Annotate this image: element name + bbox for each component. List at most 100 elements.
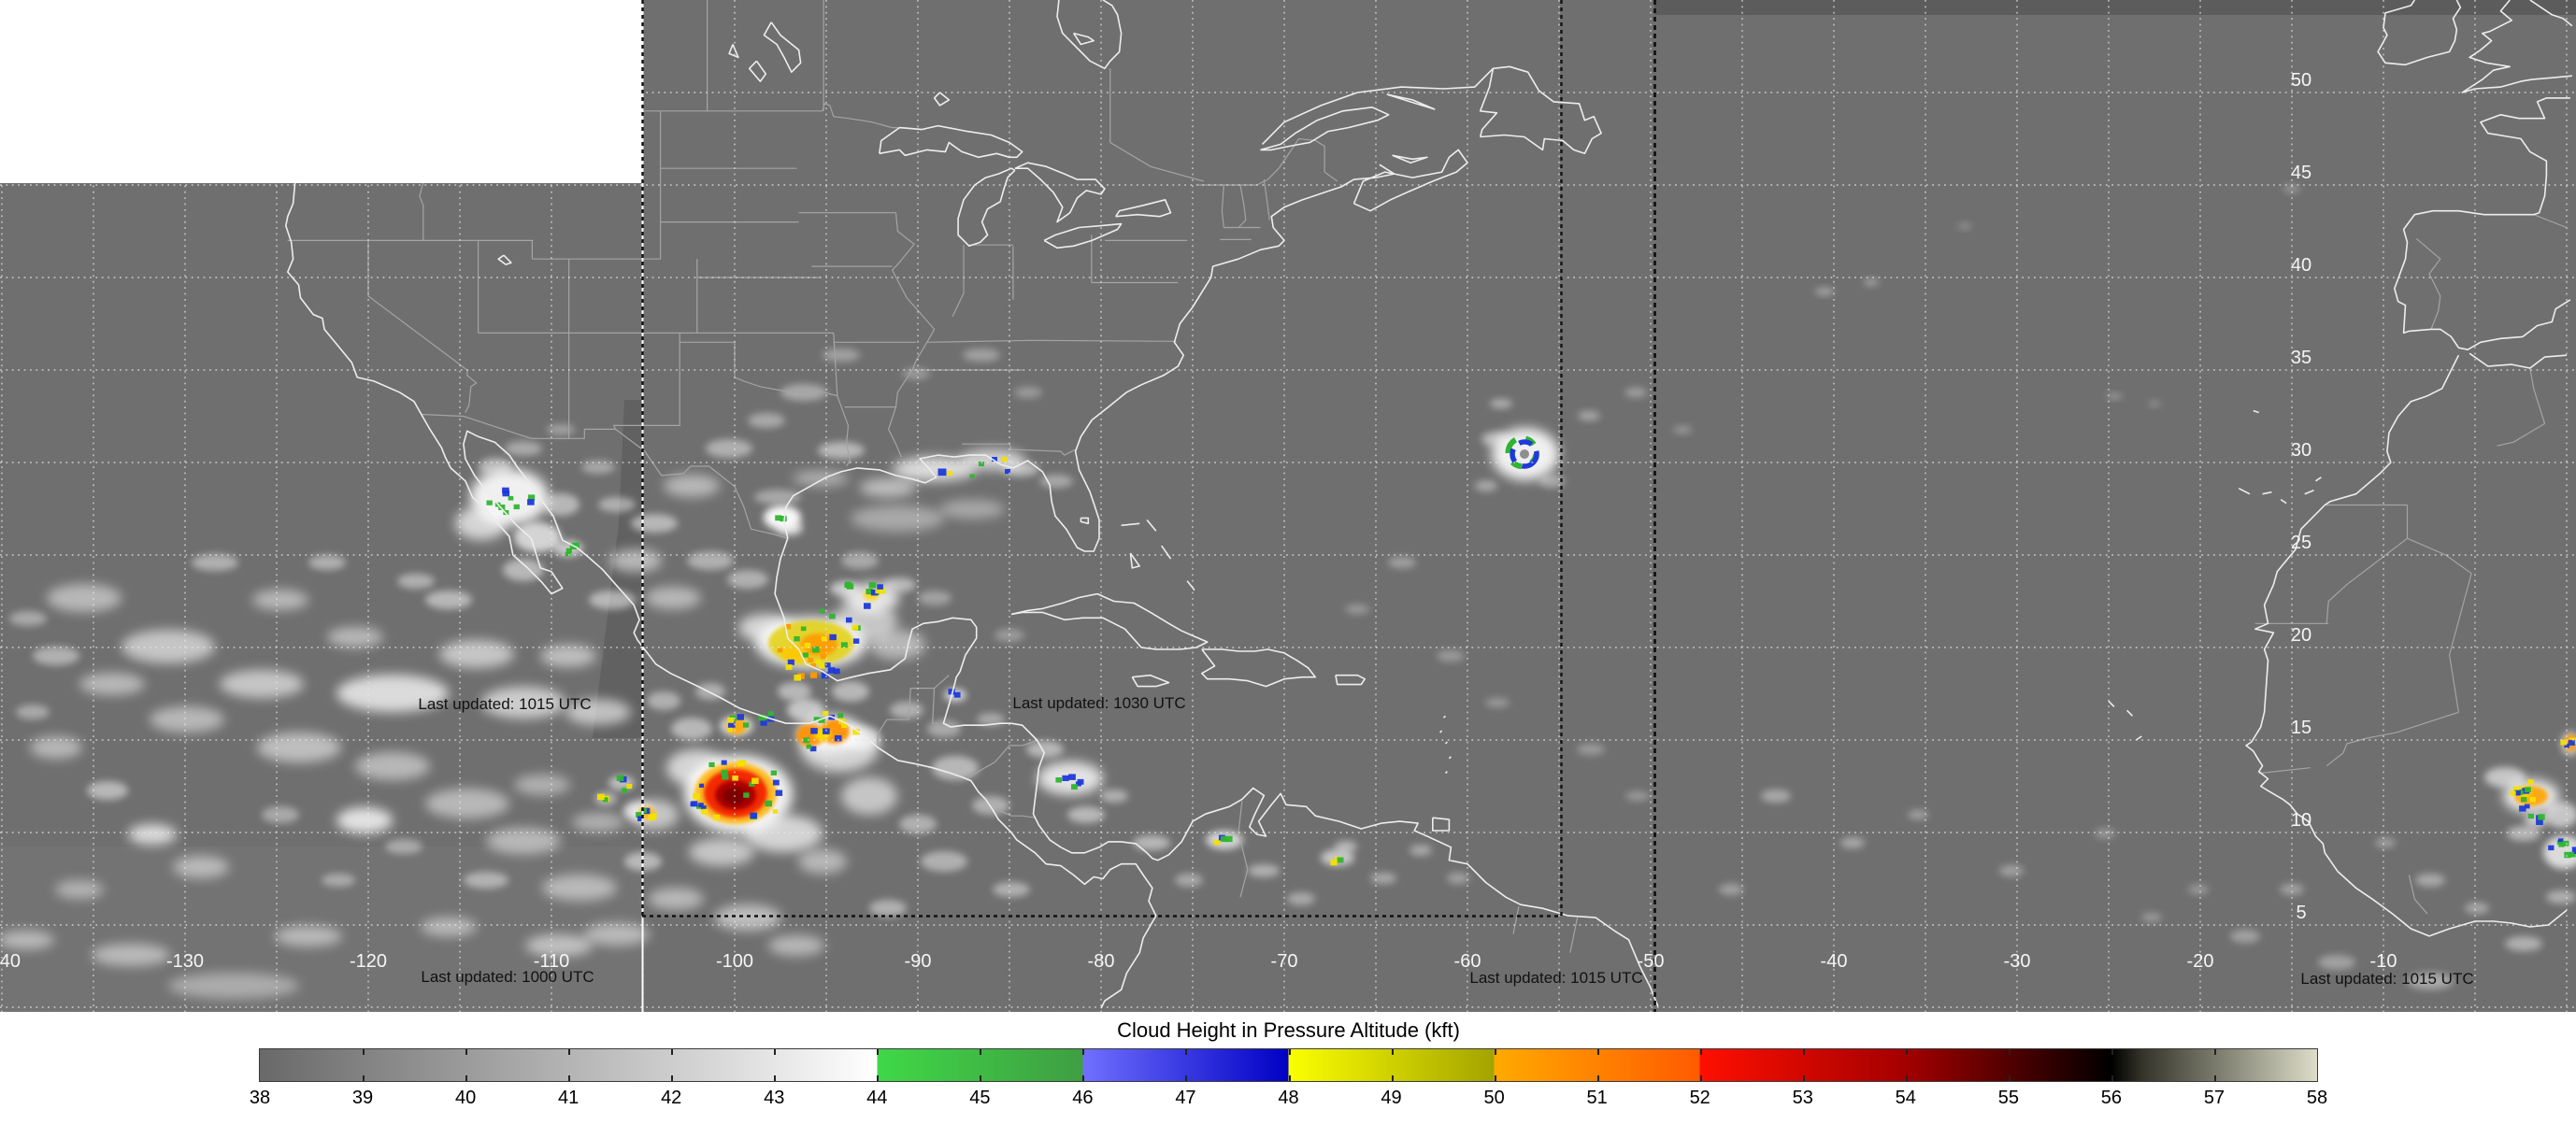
cloud-layer [0, 185, 2576, 999]
cloud-blob [893, 457, 977, 481]
colorbar-tick [1185, 1075, 1188, 1081]
colorbar-tick-label: 38 [249, 1088, 271, 1108]
cloud-blob [798, 849, 847, 874]
coastline-path [1043, 222, 1123, 249]
cloud-blob [327, 627, 383, 647]
cloud-speckle [737, 760, 745, 767]
cloud-blob [55, 880, 104, 899]
colorbar-tick-label: 41 [558, 1088, 580, 1108]
cloud-blob [572, 813, 624, 832]
cloud-speckle [2558, 842, 2565, 847]
cloud-speckle [2564, 851, 2571, 859]
cloud-speckle [2527, 813, 2534, 819]
coastline-path [763, 21, 802, 73]
cloud-speckle [844, 582, 851, 589]
cloud-speckle [775, 790, 783, 796]
colorbar-tick [568, 1049, 571, 1055]
cloud-blob [128, 824, 177, 845]
cloud-speckle [823, 728, 830, 734]
cloud-blob [355, 752, 430, 780]
cloud-blob [2230, 930, 2260, 943]
cloud-blob [727, 570, 768, 589]
cloud-speckle [640, 808, 647, 814]
cloud-speckle [727, 717, 735, 723]
cloud-speckle [2512, 786, 2520, 792]
cloud-speckle [502, 487, 509, 494]
cloud-blob [1437, 650, 1465, 662]
cloud-speckle [785, 664, 793, 670]
cloud-blob [565, 699, 631, 725]
cloud-blob [1100, 790, 1128, 803]
cloud-blob [768, 935, 824, 956]
latitude-label: 20 [2291, 625, 2311, 646]
cloud-blob [1447, 873, 1469, 884]
cloud-blob [87, 781, 128, 800]
cloud-speckle [810, 728, 818, 734]
cloud-blob [830, 581, 858, 596]
cloud-speckle [787, 659, 794, 665]
coastline-path [2245, 354, 2568, 937]
cloud-blob [890, 702, 923, 719]
cloud-blob [581, 461, 615, 474]
no-data-white-box [0, 0, 642, 183]
cloud-blob [1133, 835, 1170, 850]
coastline-path [2253, 409, 2259, 414]
cloud-speckle [821, 636, 827, 642]
cloud-blob [336, 675, 449, 712]
cloud-blob [503, 559, 544, 581]
border-path [1109, 68, 1204, 182]
longitude-label: -110 [534, 951, 570, 972]
coastline-path [1014, 162, 1106, 223]
longitude-label: -20 [2187, 951, 2214, 972]
longitude-label: -70 [1271, 951, 1298, 972]
cloud-blob [1815, 288, 1834, 295]
cloud-speckle [818, 662, 825, 669]
latitude-label: 40 [2291, 255, 2311, 276]
cloud-speckle [1224, 835, 1233, 843]
latitude-label: 10 [2291, 810, 2311, 831]
cloud-speckle [486, 500, 493, 505]
cloud-speckle [648, 814, 656, 821]
coastline-path [1161, 545, 1172, 560]
cloud-blob [1370, 873, 1396, 884]
cloud-speckle [829, 633, 837, 641]
cloud-blob [1067, 806, 1105, 823]
cloud-speckle [819, 608, 825, 614]
cloud-speckle [841, 722, 848, 728]
cloud-speckle [693, 793, 700, 800]
coastline-path [1444, 741, 1448, 745]
colorbar-tick [980, 1075, 982, 1081]
coastline-path [957, 167, 1016, 248]
border-path [966, 739, 1039, 780]
cloud-speckle [803, 737, 810, 744]
cloud-blob [385, 839, 422, 854]
cloud-speckle [527, 499, 535, 505]
coastline-layer [285, 0, 2573, 1009]
cloud-speckle [979, 462, 984, 467]
last-updated-label: Last updated: 1015 UTC [2300, 970, 2473, 988]
latitude-label: 25 [2291, 533, 2311, 553]
cloud-blob [542, 493, 580, 516]
coastline-path [933, 92, 951, 107]
cloud-blob [1719, 884, 1743, 895]
coastline-path [1056, 0, 1123, 70]
colorbar-tick [1288, 1049, 1291, 1055]
cloud-speckle [852, 638, 860, 644]
cloud-speckle [767, 711, 775, 717]
colorbar-tick [1391, 1075, 1394, 1081]
coastline-path [774, 537, 1659, 1007]
cloud-speckle [2527, 779, 2534, 785]
cloud-blob [252, 590, 308, 610]
cloud-speckle [636, 812, 643, 818]
border-path [1512, 906, 1520, 935]
longitude-label: -140 [0, 951, 21, 972]
cloud-blob [647, 691, 680, 710]
cloud-blob [598, 497, 636, 512]
colorbar-tick [1288, 1075, 1291, 1081]
colorbar-tick-label: 46 [1072, 1088, 1094, 1108]
cloud-speckle [2521, 797, 2527, 803]
cloud-speckle [821, 672, 829, 679]
cloud-blob [540, 645, 596, 667]
cloud-speckle [1221, 835, 1228, 843]
